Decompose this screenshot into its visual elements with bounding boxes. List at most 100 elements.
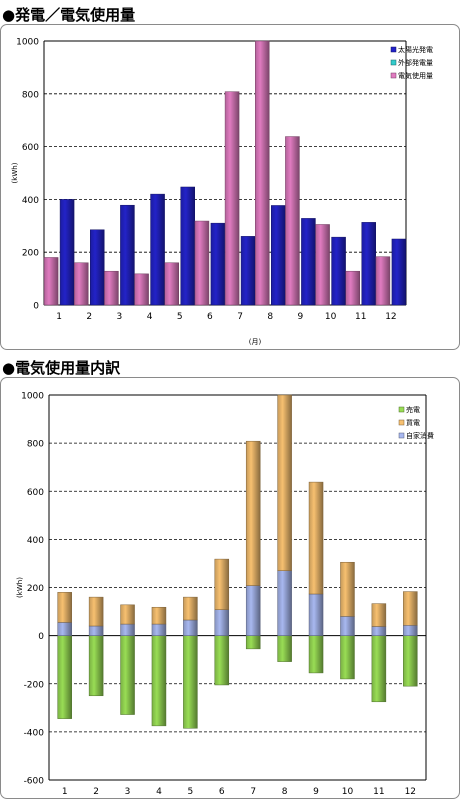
chart1-x-tick-label: 7	[237, 312, 243, 322]
chart2-bar-buy	[277, 394, 292, 571]
chart1-legend-label: 太陽光発電	[398, 45, 433, 54]
chart2-y-tick-label: 0	[38, 632, 44, 642]
chart2-y-tick-label: 200	[27, 584, 44, 594]
chart2-y-tick-label: 1000	[21, 392, 44, 402]
chart2-x-tick-label: 6	[219, 787, 225, 797]
chart2-bar-sell	[120, 635, 135, 715]
chart2-bar-sell	[214, 635, 230, 686]
chart2-y-tick-label: 800	[27, 440, 44, 450]
chart2-x-tick-label: 10	[342, 787, 354, 797]
chart1-x-tick-label: 10	[325, 312, 337, 322]
chart1-bar-usage	[375, 256, 391, 306]
chart2-bar-self-consumption	[57, 622, 72, 636]
chart1-x-tick-label: 3	[117, 312, 123, 322]
chart1-x-tick-label: 2	[86, 312, 92, 322]
chart2-x-tick-label: 5	[188, 787, 194, 797]
chart2-x-tick-label: 9	[313, 787, 319, 797]
chart2-bar-self-consumption	[88, 625, 104, 636]
chart2-bar-sell	[245, 635, 261, 650]
chart2-bar-buy	[308, 481, 324, 595]
chart2-bar-sell	[308, 635, 324, 674]
chart1-bar-solar	[90, 229, 105, 306]
chart1-bar-usage	[104, 270, 119, 306]
chart2-y-tick-label: -200	[24, 680, 45, 690]
chart1-legend-swatch	[390, 59, 397, 66]
chart2-bar-buy	[120, 604, 135, 625]
chart1-bar-usage	[345, 270, 360, 306]
chart2-y-tick-label: 600	[27, 488, 44, 498]
chart2-bar-buy	[151, 606, 167, 625]
chart2-x-tick-label: 3	[125, 787, 131, 797]
chart1-section-title: ●発電／電気使用量	[2, 6, 136, 24]
chart2-bar-buy	[403, 591, 418, 626]
chart2-bar-buy	[214, 558, 230, 610]
chart2-bar-buy	[245, 440, 261, 586]
chart1-bar-usage	[134, 273, 149, 306]
chart2-x-tick-label: 11	[373, 787, 384, 797]
chart1-y-axis-label: (kWh)	[11, 162, 19, 183]
chart2-x-tick-label: 1	[62, 787, 68, 797]
chart2-y-tick-label: 400	[27, 536, 44, 546]
chart2-bar-sell	[403, 635, 418, 687]
chart1-bar-solar	[150, 193, 165, 306]
chart2-bar-sell	[183, 635, 198, 729]
chart2-legend-label: 自家消費	[406, 431, 434, 440]
chart1-y-tick-label: 200	[22, 249, 39, 259]
chart1-bar-usage	[315, 224, 330, 306]
chart2-bar-self-consumption	[214, 609, 230, 636]
chart2-bar-buy	[371, 603, 387, 627]
chart2-bar-self-consumption	[151, 623, 167, 636]
chart1-x-tick-label: 11	[355, 312, 366, 322]
chart2-bar-buy	[88, 596, 104, 627]
chart1-x-tick-label: 12	[385, 312, 396, 322]
chart2-bar-self-consumption	[245, 585, 261, 636]
chart2-bar-self-consumption	[403, 625, 418, 636]
chart2-bar-self-consumption	[371, 626, 387, 636]
chart2-bar-self-consumption	[277, 570, 292, 636]
chart2-legend-swatch	[398, 432, 405, 439]
chart1-bar-usage	[285, 136, 300, 306]
chart1-bar-usage	[43, 257, 59, 306]
chart1-bar-usage	[224, 91, 240, 306]
chart1-bar-solar	[120, 204, 135, 306]
chart2-bar-self-consumption	[308, 593, 324, 636]
chart2-y-axis-label: (kWh)	[16, 577, 24, 598]
chart2-bar-sell	[57, 635, 72, 719]
chart1-x-tick-label: 5	[177, 312, 183, 322]
chart1-bar-usage	[255, 40, 270, 306]
chart1-y-tick-label: 600	[22, 143, 39, 153]
chart2-x-tick-label: 2	[93, 787, 99, 797]
chart1-y-tick-label: 0	[33, 302, 39, 312]
chart2-bar-sell	[371, 635, 387, 703]
chart2-y-tick-label: -400	[24, 728, 45, 738]
chart2-section-title: ●電気使用量内訳	[2, 359, 121, 377]
chart1-bar-usage	[194, 220, 210, 306]
chart2-bar-self-consumption	[340, 616, 355, 636]
chart2-bar-sell	[340, 635, 355, 680]
chart1-legend-label: 電気使用量	[398, 71, 433, 80]
chart1-y-tick-label: 800	[22, 90, 39, 100]
chart2-x-tick-label: 7	[250, 787, 256, 797]
chart1-x-tick-label: 6	[207, 312, 213, 322]
chart2-legend-swatch	[398, 419, 405, 426]
chart1-y-tick-label: 400	[22, 196, 39, 206]
chart2-bar-sell	[88, 635, 104, 697]
chart2-x-tick-label: 12	[405, 787, 416, 797]
chart2-legend-label: 買電	[406, 419, 420, 427]
chart1-x-axis-label: (月)	[249, 338, 262, 346]
chart1-bar-solar	[59, 199, 75, 306]
chart1-bar-usage	[164, 262, 179, 306]
chart2-y-tick-label: -600	[24, 777, 45, 787]
chart2-legend-label: 売電	[406, 405, 420, 414]
chart1-legend-label: 外部発電量	[398, 58, 433, 67]
chart2-bar-buy	[340, 561, 355, 617]
chart1-x-tick-label: 4	[147, 312, 153, 322]
chart2-bar-buy	[57, 592, 72, 623]
chart2-bar-buy	[183, 596, 198, 621]
chart2-bar-self-consumption	[183, 619, 198, 636]
chart1-bar-usage	[74, 262, 89, 306]
chart1-x-tick-label: 1	[56, 312, 62, 322]
chart1-x-tick-label: 9	[298, 312, 304, 322]
chart2-bar-sell	[151, 635, 167, 727]
